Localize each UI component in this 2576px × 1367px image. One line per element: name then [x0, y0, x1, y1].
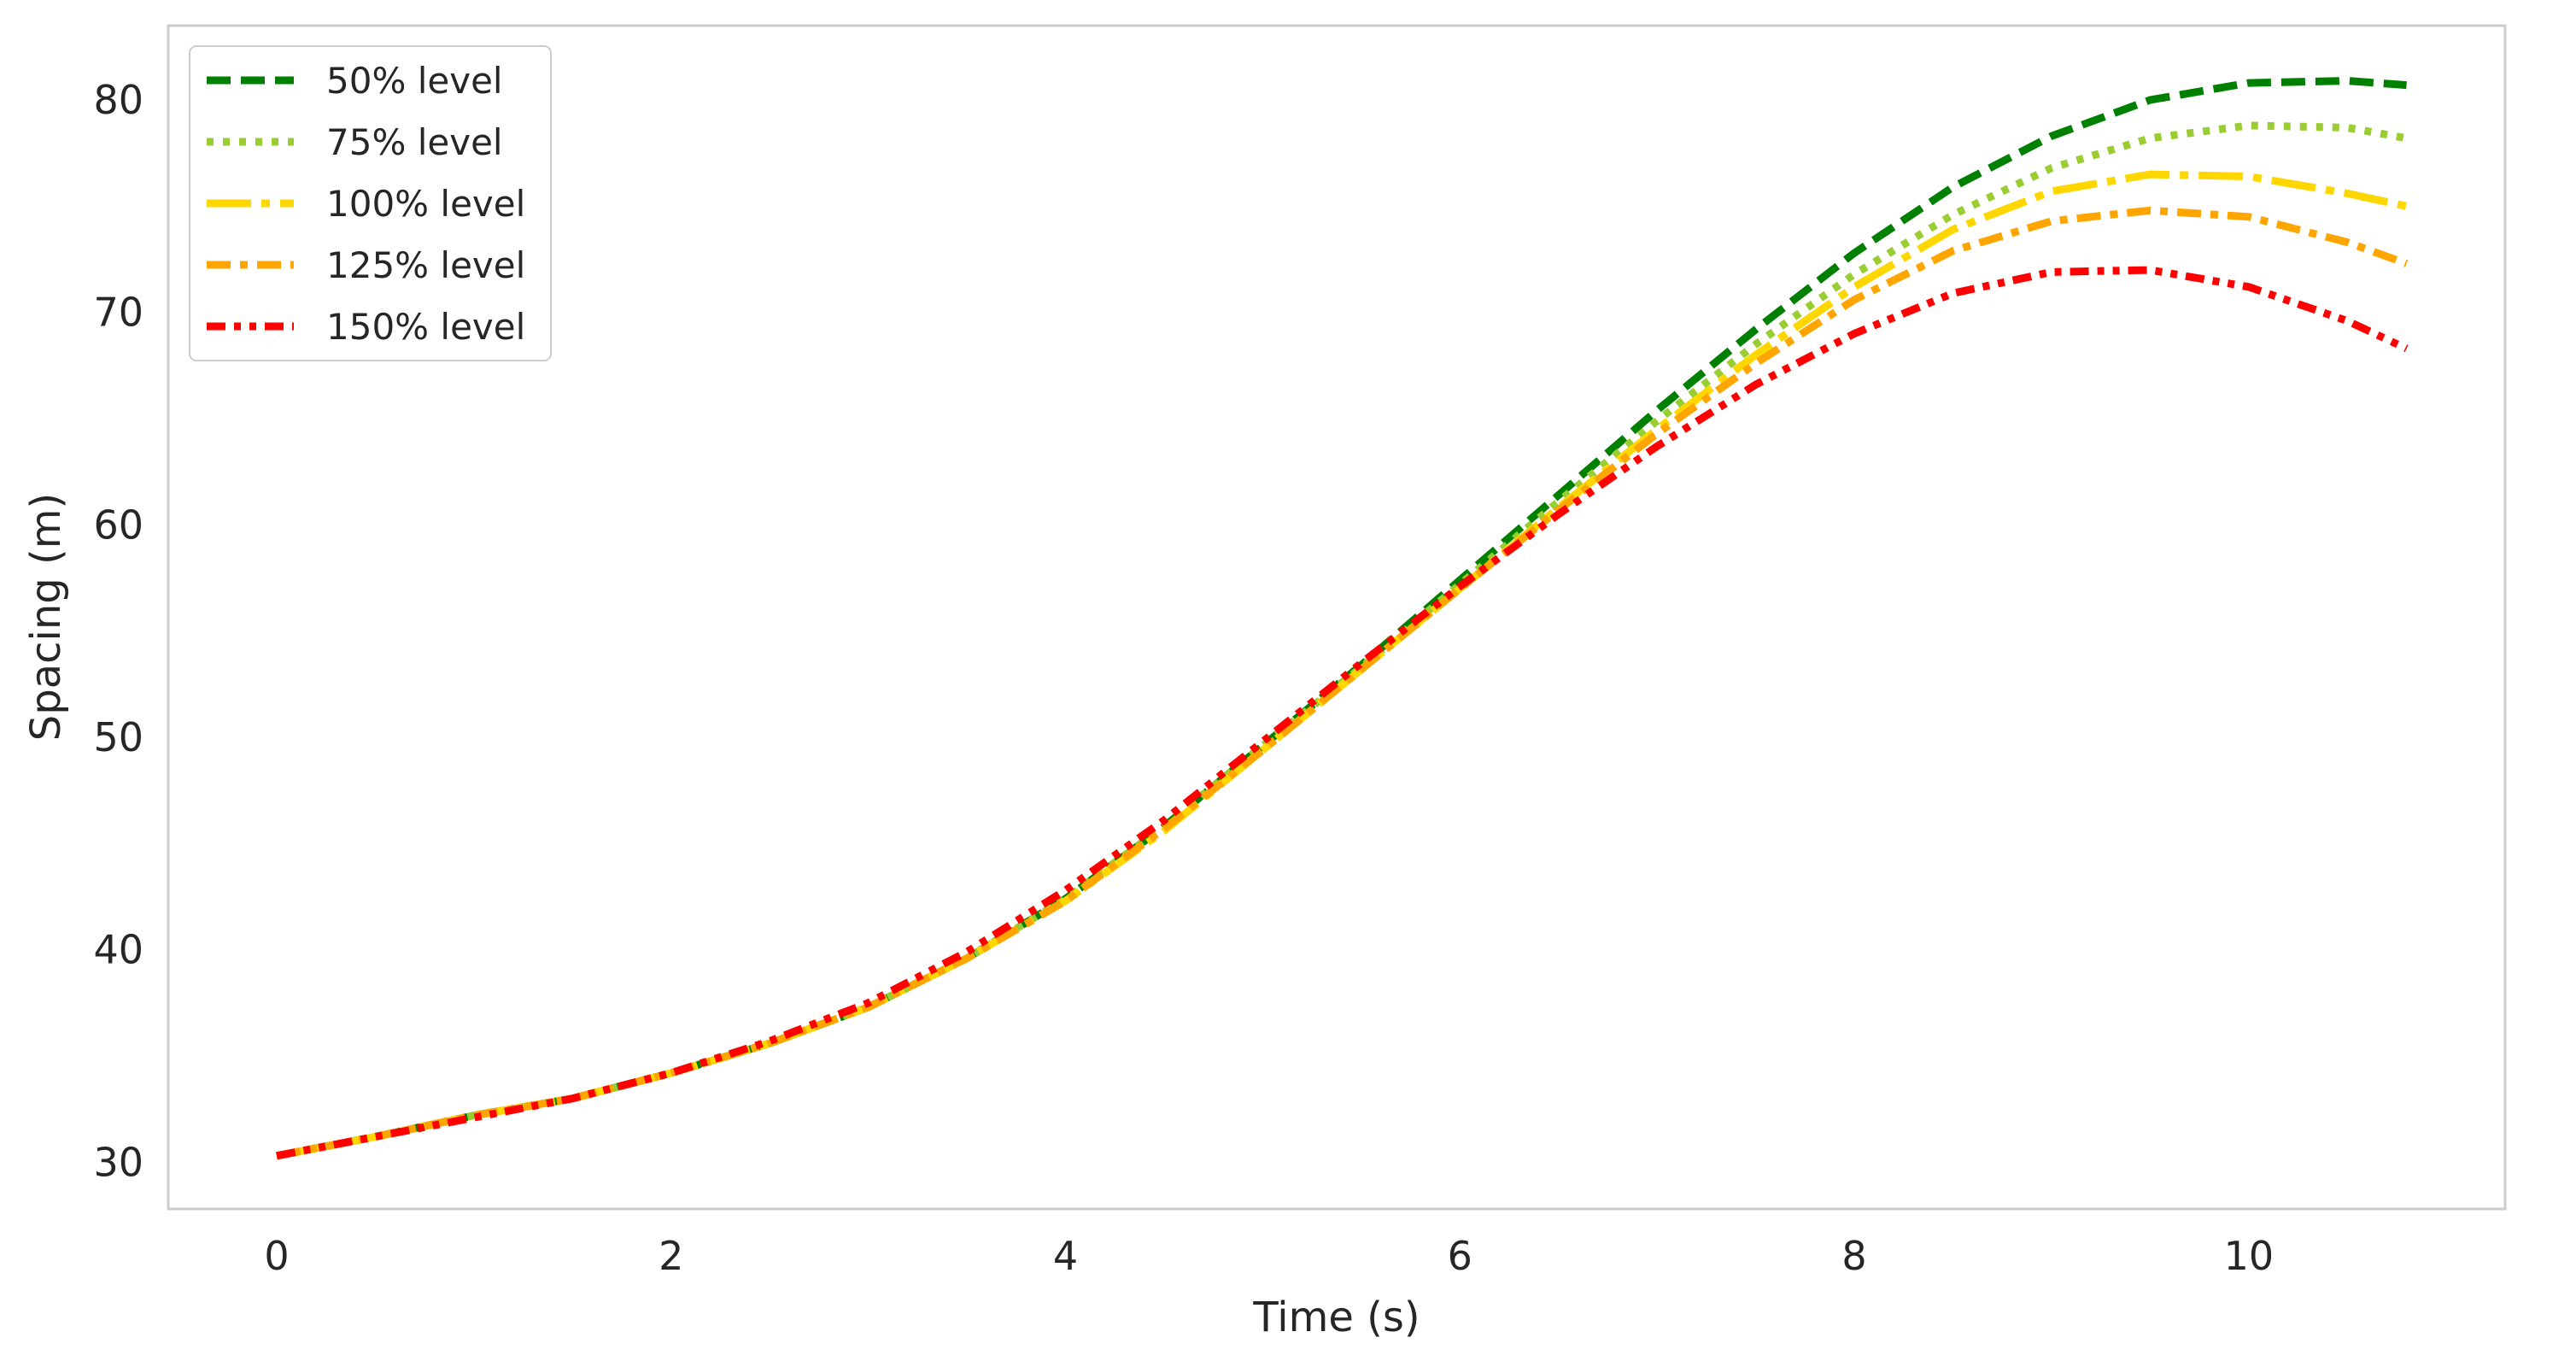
legend: 50% level 75% level 100% level 125% level 15…: [189, 45, 552, 361]
series-lines: [276, 77, 2409, 1160]
legend-label-5: 150% level: [326, 306, 525, 348]
legend-label-2: 75% level: [326, 121, 503, 163]
x-tick-label: 4: [1053, 1233, 1078, 1279]
legend-label-1: 50% level: [326, 60, 503, 102]
legend-label-3: 100% level: [326, 183, 525, 225]
y-tick-labels: 30 40 50 60 70 80: [93, 77, 143, 1185]
y-tick-label: 70: [93, 290, 143, 336]
plot-frame: [167, 24, 2507, 1211]
y-tick-label: 30: [93, 1139, 143, 1185]
legend-box: [189, 45, 552, 361]
legend-label-4: 125% level: [326, 244, 525, 286]
x-axis-label: Time (s): [1252, 1294, 1420, 1341]
x-tick-label: 8: [1841, 1233, 1866, 1279]
y-tick-label: 40: [93, 927, 143, 973]
y-axis-label: Spacing (m): [22, 493, 70, 741]
series-line-5: [276, 266, 2409, 1160]
series-line-4: [276, 206, 2409, 1160]
x-tick-label: 0: [264, 1233, 289, 1279]
y-tick-label: 50: [93, 714, 143, 760]
y-tick-label: 60: [93, 502, 143, 548]
x-tick-label: 6: [1448, 1233, 1472, 1279]
x-tick-labels: 0 2 4 6 8 10: [264, 1233, 2274, 1279]
x-tick-label: 2: [659, 1233, 683, 1279]
x-tick-label: 10: [2224, 1233, 2274, 1279]
y-tick-label: 80: [93, 77, 143, 123]
